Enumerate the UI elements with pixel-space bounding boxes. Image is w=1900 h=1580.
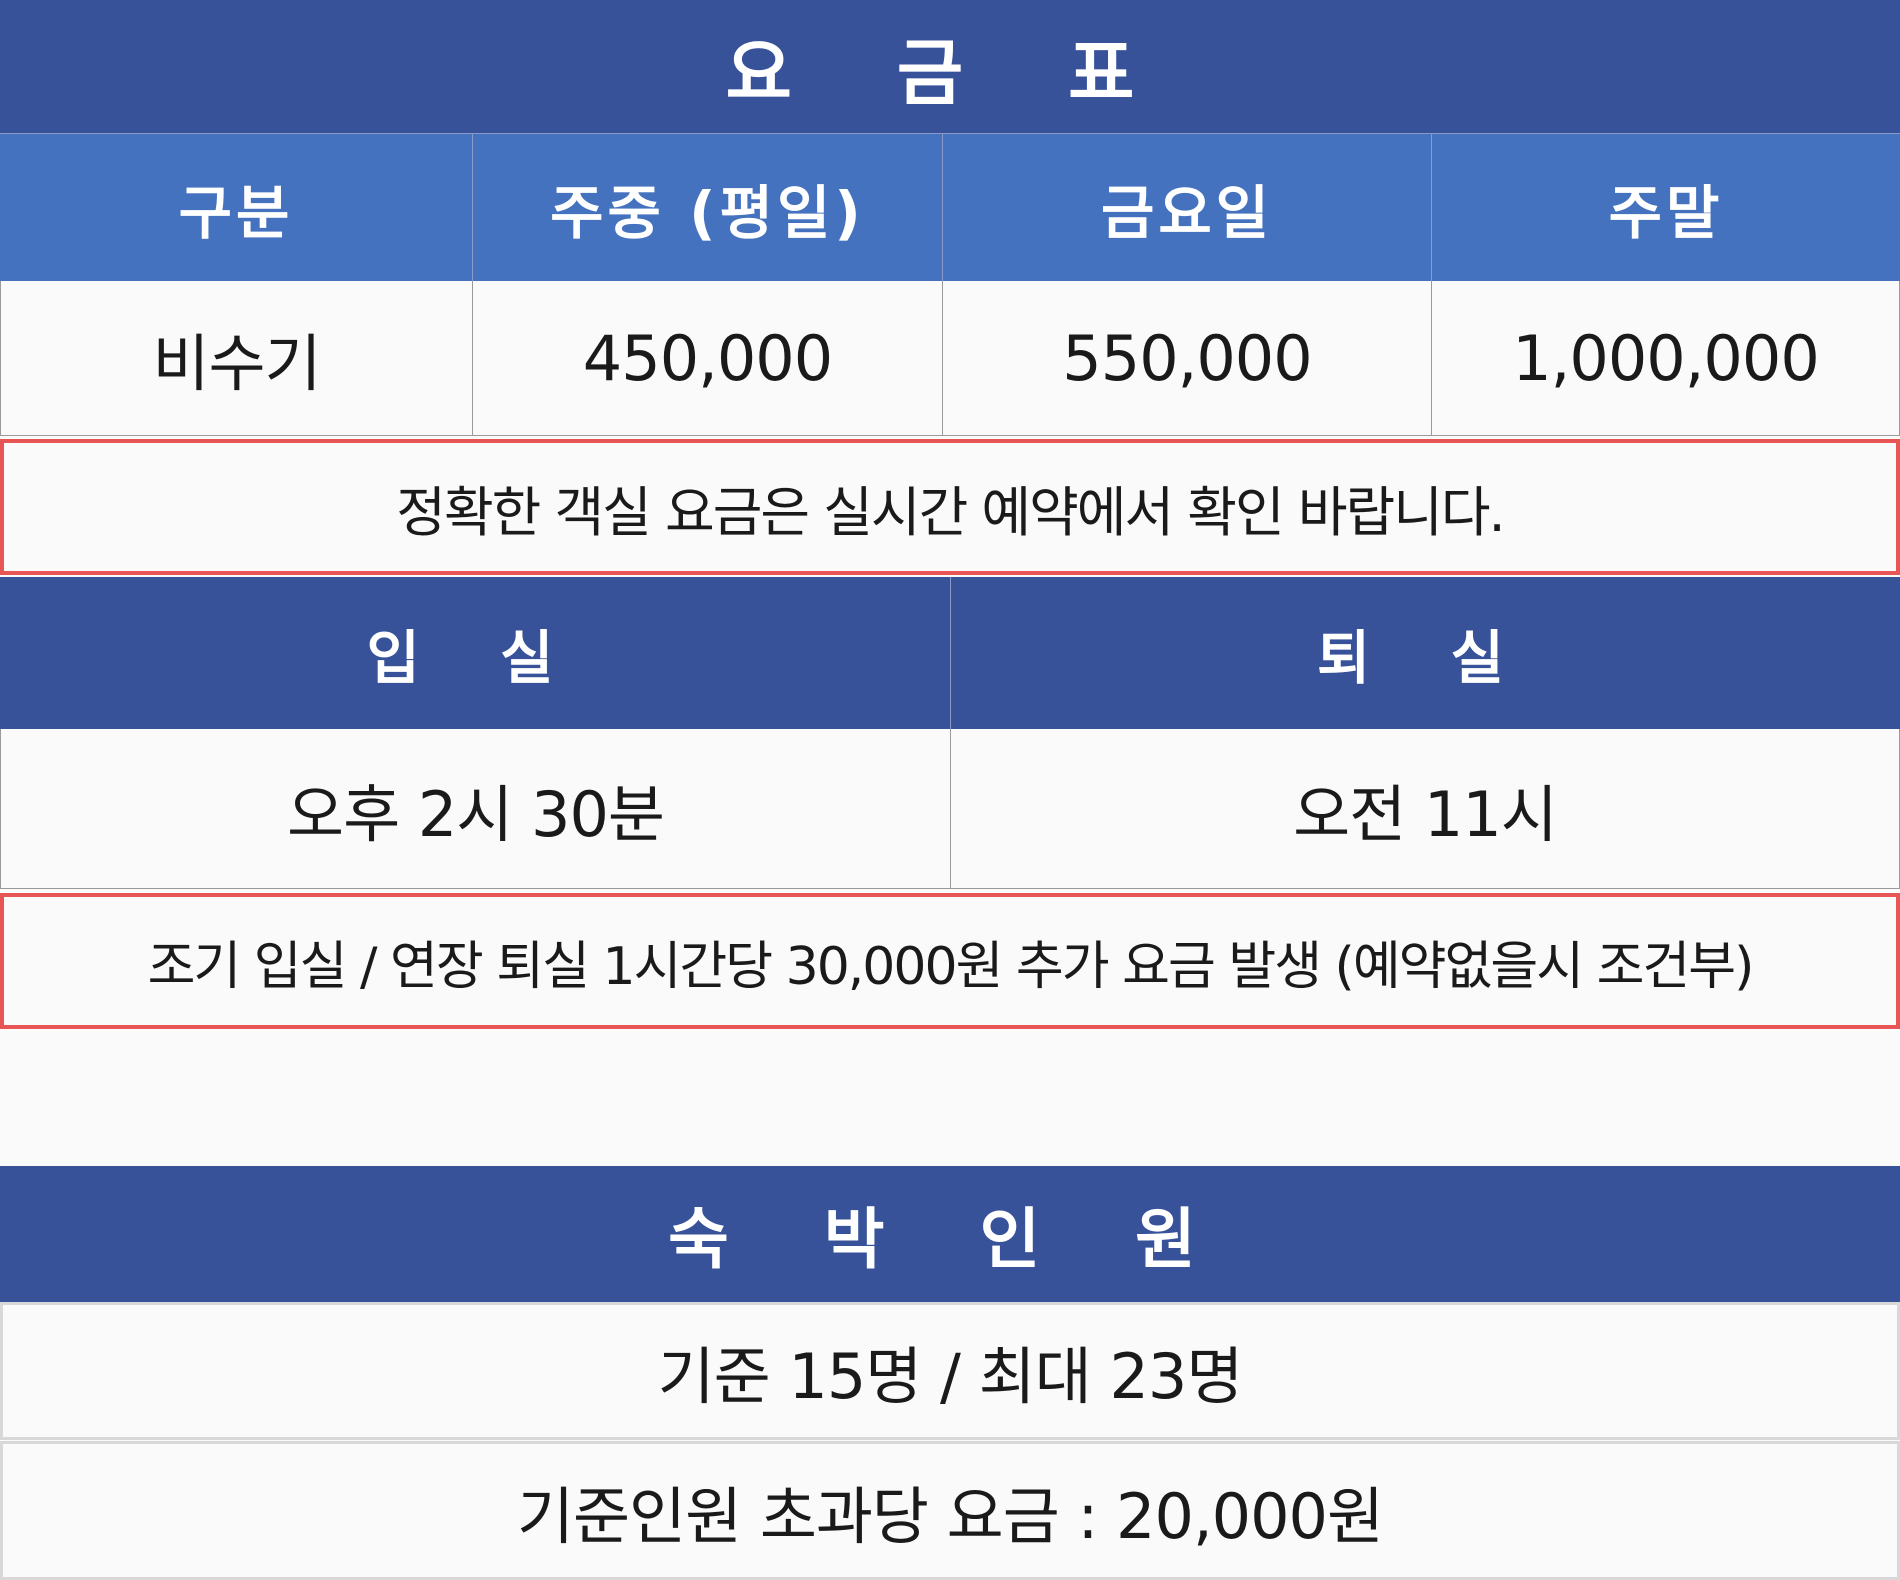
rate-notice: 정확한 객실 요금은 실시간 예약에서 확인 바랍니다. bbox=[0, 439, 1900, 575]
header-friday: 금요일 bbox=[943, 133, 1432, 281]
occupancy-capacity: 기준 15명 / 최대 23명 bbox=[0, 1302, 1900, 1440]
occupancy-title: 숙 박 인 원 bbox=[0, 1166, 1900, 1302]
checkin-time: 오후 2시 30분 bbox=[0, 729, 951, 889]
weekday-price: 450,000 bbox=[473, 281, 943, 436]
checkin-header: 입 실 bbox=[0, 577, 951, 729]
extra-person-fee: 기준인원 초과당 요금 : 20,000원 bbox=[0, 1441, 1900, 1580]
checkout-header: 퇴 실 bbox=[951, 577, 1900, 729]
header-category: 구분 bbox=[0, 133, 473, 281]
checkout-time: 오전 11시 bbox=[951, 729, 1900, 889]
friday-price: 550,000 bbox=[943, 281, 1432, 436]
header-weekend: 주말 bbox=[1432, 133, 1900, 281]
season-cell: 비수기 bbox=[0, 281, 473, 436]
extension-notice: 조기 입실 / 연장 퇴실 1시간당 30,000원 추가 요금 발생 (예약없… bbox=[0, 893, 1900, 1029]
weekend-price: 1,000,000 bbox=[1432, 281, 1900, 436]
header-weekday: 주중 (평일) bbox=[473, 133, 943, 281]
rate-table-title: 요 금 표 bbox=[0, 0, 1900, 133]
